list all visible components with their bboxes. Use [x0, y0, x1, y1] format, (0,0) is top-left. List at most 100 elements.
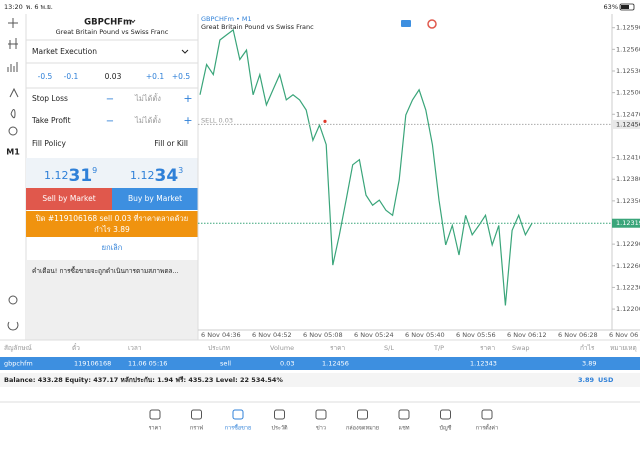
nav-label[interactable]: กล่องจดหมาย	[346, 426, 379, 432]
execution-chevron[interactable]	[181, 49, 189, 54]
currency: USD	[598, 376, 614, 384]
nav-label[interactable]: ข่าว	[316, 426, 326, 432]
close-banner-line[interactable]: กำไร 3.89	[94, 225, 130, 234]
nav-label[interactable]: ประวัติ	[271, 425, 287, 432]
cell[interactable]: 119106168	[74, 360, 111, 368]
buy-button-label[interactable]: Buy by Market	[128, 194, 182, 203]
order-entry	[323, 119, 327, 123]
take-profit-value[interactable]: ไม่ได้ตั้ง	[134, 115, 161, 125]
volume-step[interactable]: -0.1	[64, 72, 79, 81]
column-header: หมายเหตุ	[610, 344, 637, 352]
y-tick-label: 1.12200	[616, 305, 640, 313]
sell-button-label[interactable]: Sell by Market	[42, 194, 95, 203]
bid-price: 1.12319	[44, 166, 97, 187]
fill-policy-value[interactable]: Fill or Kill	[154, 139, 188, 148]
price-line	[199, 28, 533, 306]
timeframe[interactable]: M1	[6, 148, 20, 157]
y-tick-label: 1.12590	[616, 24, 640, 32]
cell[interactable]: 1.12343	[470, 360, 497, 368]
nav-icon[interactable]	[440, 409, 451, 420]
x-tick-label: 6 Nov 04:36	[201, 331, 241, 339]
y-tick-label: 1.12500	[616, 89, 640, 97]
volume-step[interactable]: +0.5	[172, 72, 190, 81]
cell[interactable]: 0.03	[280, 360, 294, 368]
current-price-label: 1.12319	[616, 219, 640, 227]
nav-label[interactable]: แชท	[399, 425, 410, 432]
chart-button[interactable]	[401, 20, 411, 27]
nav-icon[interactable]	[232, 409, 244, 420]
status-time: 13:20	[4, 3, 23, 11]
nav-label[interactable]: การซื้อขาย	[225, 424, 251, 432]
cell[interactable]: 11.06 05:16	[128, 360, 167, 368]
cell[interactable]: 3.89	[582, 360, 596, 368]
battery-icon	[619, 3, 635, 11]
nav-label[interactable]: ราคา	[149, 426, 162, 432]
minus[interactable]: −	[106, 116, 114, 127]
close-banner[interactable]	[26, 211, 198, 237]
symbol[interactable]: GBPCHFm	[84, 18, 132, 28]
bid-part: 1.12	[44, 169, 69, 182]
execution[interactable]: Market Execution	[32, 47, 97, 56]
nav-icon[interactable]	[274, 409, 285, 420]
x-tick-label: 6 Nov 05:08	[303, 331, 343, 339]
toolbar-icons[interactable]	[7, 18, 19, 331]
column-header: กำไร	[580, 344, 595, 352]
order-line-label: SELL 0.03	[201, 116, 233, 124]
nav-icon[interactable]	[398, 409, 410, 420]
y-tick-label: 1.12230	[616, 283, 640, 291]
plus[interactable]: +	[183, 114, 192, 127]
sell-button[interactable]	[26, 188, 112, 210]
status-date: พ. 6 พ.ย.	[26, 3, 53, 11]
stop-loss-value[interactable]: ไม่ได้ตั้ง	[134, 93, 161, 103]
column-header: ประเภท	[208, 344, 230, 352]
y-tick-label: 1.12260	[616, 262, 640, 270]
x-tick-label: 6 Nov 05:40	[405, 331, 445, 339]
x-tick-label: 6 Nov 04:52	[252, 331, 292, 339]
nav-icon[interactable]	[315, 409, 327, 420]
cell[interactable]: gbpchfm	[4, 360, 33, 368]
position-row[interactable]	[0, 357, 640, 370]
column-header: Volume	[270, 344, 294, 352]
close-banner-line[interactable]: ปิด #119106168 sell 0.03 ที่ราคาตลาดด้วย	[35, 213, 188, 223]
cancel[interactable]: ยกเลิก	[102, 243, 123, 252]
chart-button[interactable]	[427, 19, 437, 29]
take-profit-label: Take Profit	[31, 116, 71, 125]
x-tick-label: 6 Nov 06:12	[507, 331, 547, 339]
bid-part: 9	[92, 166, 97, 175]
ask-price: 1.12343	[130, 166, 183, 187]
nav-icon[interactable]	[191, 409, 202, 420]
nav-icon[interactable]	[149, 409, 161, 420]
quote-area	[26, 158, 198, 188]
plus[interactable]: +	[183, 92, 192, 105]
column-header: ตั๋ว	[72, 343, 80, 352]
fill-policy-label: Fill Policy	[32, 139, 67, 148]
cell[interactable]: 1.12456	[322, 360, 349, 368]
buy-button[interactable]	[112, 188, 198, 210]
y-tick-label: 1.12350	[616, 197, 640, 205]
nav-label[interactable]: กราฟ	[190, 425, 203, 432]
balance: Balance: 433.28 Equity: 437.17 หลักประกั…	[4, 376, 283, 384]
volume-step[interactable]: -0.5	[38, 72, 53, 81]
cell[interactable]: sell	[220, 360, 231, 368]
chart-subtitle: Great Britain Pound vs Swiss Franc	[201, 23, 314, 31]
y-tick-label: 1.12410	[616, 154, 640, 162]
volume[interactable]: 0.03	[105, 72, 122, 81]
nav-icon[interactable]	[481, 409, 493, 420]
battery: 63%	[604, 3, 618, 11]
minus[interactable]: −	[106, 94, 114, 105]
ask-part: 34	[155, 166, 179, 186]
column-header: ราคา	[330, 344, 345, 352]
nav-icon[interactable]	[357, 409, 368, 420]
y-tick-label: 1.12470	[616, 110, 640, 118]
nav-label[interactable]: การตั้งค่า	[476, 424, 498, 432]
chart-title: GBPCHFm • M1	[201, 15, 252, 23]
order-price-tag	[612, 119, 640, 129]
warning: คำเตือน! การซื้อขายจะถูกดำเนินการตามสภาพ…	[32, 266, 179, 275]
balance-row	[0, 373, 640, 387]
symbol-chevron[interactable]	[130, 19, 136, 24]
volume-step[interactable]: +0.1	[146, 72, 164, 81]
nav-label[interactable]: บัญชี	[440, 425, 452, 432]
bid-part: 31	[69, 166, 93, 186]
